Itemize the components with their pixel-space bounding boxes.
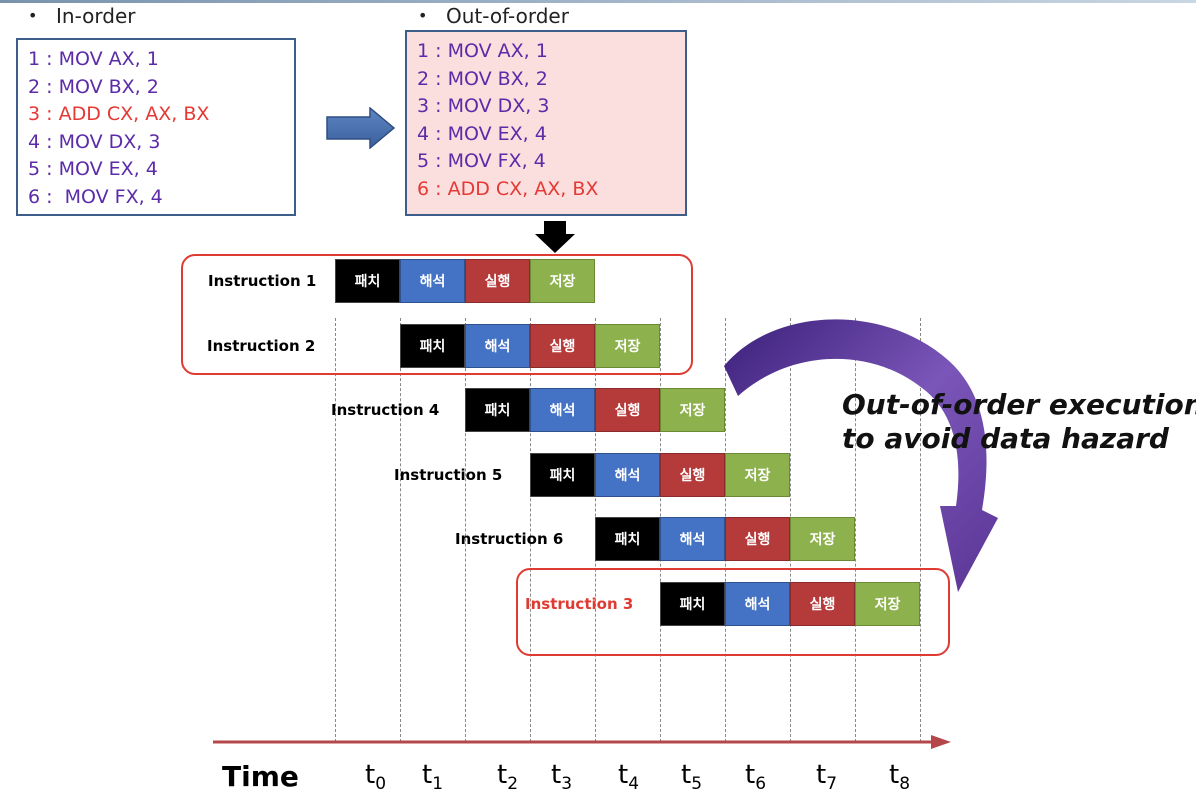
stage-execute: 실행 xyxy=(530,323,595,368)
stage-execute: 실행 xyxy=(790,581,855,626)
time-tick: t1 xyxy=(422,760,444,795)
out-of-order-line-4: 4 : MOV EX, 4 xyxy=(417,122,547,145)
stage-execute: 실행 xyxy=(595,388,660,432)
out-of-order-line-3: 3 : MOV DX, 3 xyxy=(417,95,550,117)
stage-store: 저장 xyxy=(660,388,725,432)
in-order-line-6: 6 : MOV FX, 4 xyxy=(28,185,163,208)
in-order-line-5: 5 : MOV EX, 4 xyxy=(28,158,158,180)
time-gridline xyxy=(530,318,531,742)
curved-arrow-icon xyxy=(724,319,998,592)
time-gridline xyxy=(855,318,856,742)
stage-decode: 해석 xyxy=(595,452,660,497)
stage-store: 저장 xyxy=(595,323,660,368)
stage-fetch: 패치 xyxy=(400,323,465,368)
stage-decode: 해석 xyxy=(400,259,465,303)
time-tick: t2 xyxy=(497,760,519,795)
time-gridline xyxy=(335,318,336,742)
time-tick: t7 xyxy=(816,760,838,795)
out-of-order-line-5: 5 : MOV FX, 4 xyxy=(417,150,546,172)
instruction-label: Instruction 4 xyxy=(331,401,440,419)
annotation-line-1: Out-of-order execution xyxy=(842,388,1196,421)
in-order-line-2: 2 : MOV BX, 2 xyxy=(28,75,159,98)
time-axis-label: Time xyxy=(222,760,299,793)
out-of-order-heading: • Out-of-order xyxy=(418,4,569,28)
stage-store: 저장 xyxy=(530,259,595,303)
stage-fetch: 패치 xyxy=(530,452,595,497)
out-of-order-line-2: 2 : MOV BX, 2 xyxy=(417,67,548,90)
time-tick: t6 xyxy=(745,760,767,795)
arrow-down-icon xyxy=(535,221,575,253)
instruction-label: Instruction 1 xyxy=(208,272,317,290)
instruction-label: Instruction 6 xyxy=(455,530,564,548)
stage-decode: 해석 xyxy=(465,323,530,368)
stage-execute: 실행 xyxy=(660,452,725,497)
annotation-line-2: to avoid data hazard xyxy=(842,422,1169,455)
stage-store: 저장 xyxy=(725,452,790,497)
stage-fetch: 패치 xyxy=(465,388,530,432)
time-tick: t0 xyxy=(365,760,387,795)
time-tick: t8 xyxy=(889,760,911,795)
stage-decode: 해석 xyxy=(660,517,725,561)
stage-execute: 실행 xyxy=(465,259,530,303)
in-order-code-box: 1 : MOV AX, 1 2 : MOV BX, 2 3 : ADD CX, AX… xyxy=(16,38,296,216)
stage-fetch: 패치 xyxy=(595,517,660,561)
out-of-order-line-6: 6 : ADD CX, AX, BX xyxy=(417,177,599,200)
out-of-order-code-box: 1 : MOV AX, 1 2 : MOV BX, 2 3 : MOV DX, 3 4… xyxy=(405,30,687,216)
top-rule xyxy=(0,0,1196,3)
time-tick: t4 xyxy=(618,760,640,795)
instruction-label: Instruction 2 xyxy=(207,336,316,355)
stage-execute: 실행 xyxy=(725,517,790,561)
stage-decode: 해석 xyxy=(530,388,595,432)
in-order-line-4: 4 : MOV DX, 3 xyxy=(28,130,161,153)
arrow-right-icon xyxy=(326,107,396,149)
time-gridline xyxy=(465,318,466,742)
stage-store: 저장 xyxy=(855,581,920,626)
in-order-line-1: 1 : MOV AX, 1 xyxy=(28,48,159,70)
out-of-order-line-1: 1 : MOV AX, 1 xyxy=(417,40,548,62)
stage-store: 저장 xyxy=(790,517,855,561)
instruction-label: Instruction 3 xyxy=(525,594,634,613)
highlight-box-instruction-3 xyxy=(516,568,950,656)
stage-fetch: 패치 xyxy=(335,259,400,303)
stage-decode: 해석 xyxy=(725,581,790,626)
time-tick: t3 xyxy=(551,760,573,795)
time-gridline xyxy=(400,318,401,742)
in-order-heading: • In-order xyxy=(28,4,136,28)
time-axis-arrow xyxy=(213,735,951,749)
stage-fetch: 패치 xyxy=(660,581,725,626)
highlight-box-instructions-1-2 xyxy=(181,254,693,375)
annotation-text: Out-of-order execution to avoid data haz… xyxy=(842,388,1196,456)
time-tick: t5 xyxy=(681,760,703,795)
in-order-line-3: 3 : ADD CX, AX, BX xyxy=(28,103,210,125)
time-gridline xyxy=(920,318,921,742)
instruction-label: Instruction 5 xyxy=(394,465,503,484)
